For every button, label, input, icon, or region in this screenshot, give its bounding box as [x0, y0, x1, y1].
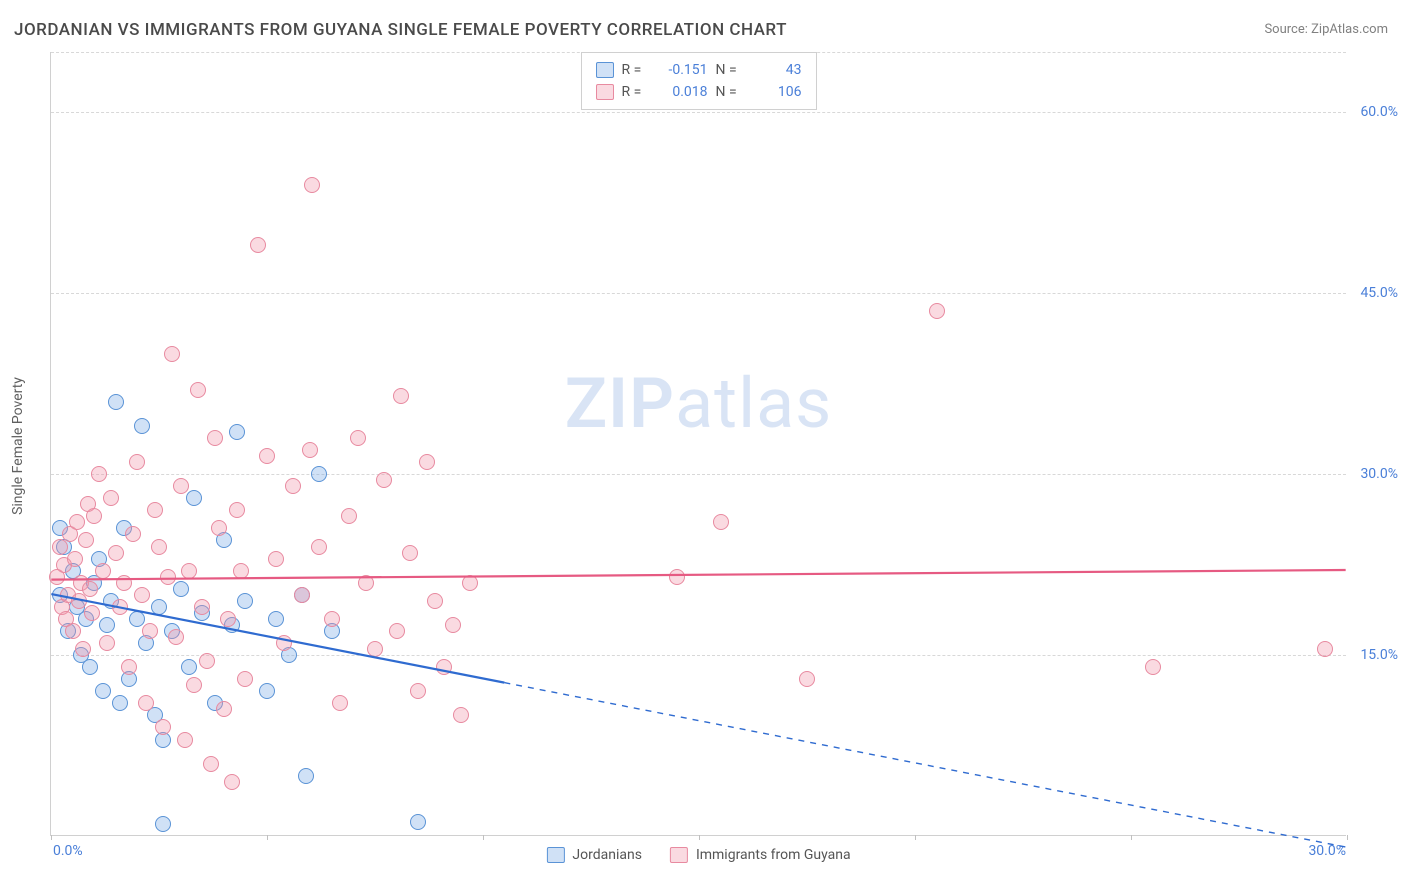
chart-title: JORDANIAN VS IMMIGRANTS FROM GUYANA SING…: [14, 20, 787, 40]
legend-r-label: R =: [622, 59, 650, 81]
legend-item-guyana: Immigrants from Guyana: [670, 847, 851, 863]
trendlines-layer: [51, 52, 1346, 835]
x-tick-mark: [699, 835, 700, 840]
trendline-jordanians-extrapolated: [504, 683, 1345, 847]
legend-swatch-jordanians: [546, 847, 564, 863]
y-tick-label: 30.0%: [1350, 466, 1398, 482]
legend-swatch-jordanians: [596, 62, 614, 78]
legend-r-label: R =: [622, 81, 650, 103]
legend-n-label: N =: [716, 59, 744, 81]
source-value: ZipAtlas.com: [1311, 22, 1388, 37]
x-tick-mark: [267, 835, 268, 840]
trendline-jordanians: [51, 594, 504, 683]
legend-correlation: R = -0.151 N = 43 R = 0.018 N = 106: [581, 52, 817, 110]
legend-item-jordanians: Jordanians: [546, 847, 642, 863]
source-label: Source:: [1264, 22, 1307, 37]
legend-swatch-guyana: [596, 84, 614, 100]
x-tick-label: 0.0%: [53, 843, 83, 859]
x-tick-mark: [1347, 835, 1348, 840]
plot-area: ZIPatlas R = -0.151 N = 43 R = 0.018 N =…: [50, 52, 1346, 836]
y-tick-label: 60.0%: [1350, 104, 1398, 120]
legend-r-value-guyana: 0.018: [658, 81, 708, 103]
legend-label-jordanians: Jordanians: [572, 847, 642, 863]
legend-n-value-jordanians: 43: [752, 59, 802, 81]
legend-r-value-jordanians: -0.151: [658, 59, 708, 81]
legend-n-label: N =: [716, 81, 744, 103]
y-tick-label: 15.0%: [1350, 647, 1398, 663]
chart-container: JORDANIAN VS IMMIGRANTS FROM GUYANA SING…: [0, 0, 1406, 892]
y-axis-label: Single Female Poverty: [10, 377, 26, 515]
legend-series: Jordanians Immigrants from Guyana: [546, 847, 850, 863]
legend-n-value-guyana: 106: [752, 81, 802, 103]
legend-row-guyana: R = 0.018 N = 106: [596, 81, 802, 103]
x-tick-mark: [483, 835, 484, 840]
legend-swatch-guyana: [670, 847, 688, 863]
trendline-guyana: [51, 570, 1345, 580]
x-tick-mark: [915, 835, 916, 840]
source-attribution: Source: ZipAtlas.com: [1264, 22, 1388, 37]
legend-label-guyana: Immigrants from Guyana: [696, 847, 851, 863]
y-tick-label: 45.0%: [1350, 285, 1398, 301]
x-tick-mark: [1131, 835, 1132, 840]
legend-row-jordanians: R = -0.151 N = 43: [596, 59, 802, 81]
x-tick-mark: [51, 835, 52, 840]
